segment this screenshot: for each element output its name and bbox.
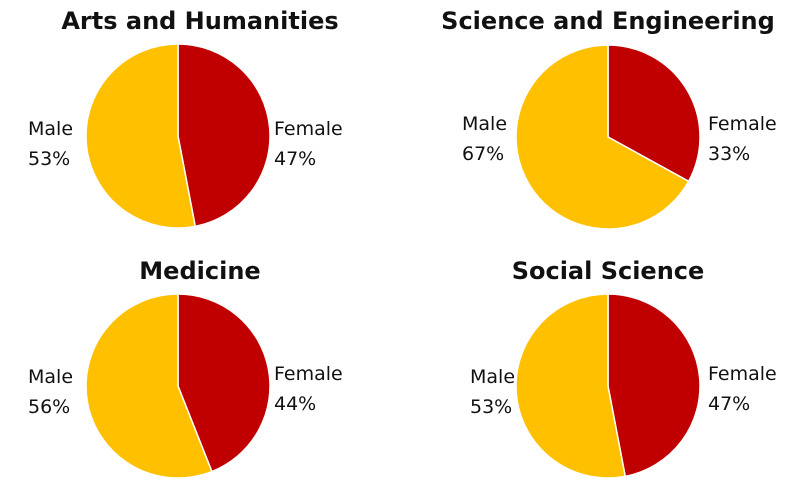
pie-chart (515, 293, 701, 479)
pie-chart (85, 43, 271, 229)
pie-panel-science-engineering: Science and Engineering Male 67% Female … (408, 0, 800, 246)
pie-slice-female (177, 293, 271, 473)
female-label: Female 47% (274, 114, 343, 174)
male-percent: 53% (470, 396, 513, 418)
chart-title: Science and Engineering (441, 7, 775, 35)
male-percent: 53% (28, 148, 71, 170)
male-name: Male (28, 118, 74, 140)
chart-title: Social Science (511, 257, 705, 285)
male-percent: 67% (462, 143, 505, 165)
pie-panel-medicine: Medicine Male 56% Female 44% (0, 250, 400, 496)
female-percent: 47% (708, 393, 751, 415)
female-name: Female (708, 363, 777, 385)
female-percent: 47% (274, 148, 317, 170)
chart-title: Medicine (139, 257, 261, 285)
female-percent: 33% (708, 143, 751, 165)
male-name: Male (462, 113, 508, 135)
pie-slice-male (85, 43, 197, 229)
female-label: Female 44% (274, 359, 343, 419)
pie-slice-female (607, 44, 701, 183)
chart-title: Arts and Humanities (61, 7, 339, 35)
male-label: Male 67% (462, 109, 507, 169)
male-label: Male 56% (28, 362, 73, 422)
female-label: Female 33% (708, 109, 777, 169)
male-name: Male (28, 366, 74, 388)
female-label: Female 47% (708, 359, 777, 419)
male-label: Male 53% (28, 114, 73, 174)
male-percent: 56% (28, 396, 71, 418)
male-name: Male (470, 366, 516, 388)
female-name: Female (708, 113, 777, 135)
female-name: Female (274, 363, 343, 385)
female-percent: 44% (274, 393, 317, 415)
pie-slice-female (177, 43, 271, 228)
pie-slice-male (85, 293, 213, 479)
pie-slice-male (515, 293, 627, 479)
male-label: Male 53% (470, 362, 515, 422)
pie-chart (85, 293, 271, 479)
female-name: Female (274, 118, 343, 140)
pie-panel-arts-humanities: Arts and Humanities Male 53% Female 47% (0, 0, 400, 246)
pie-slice-male (515, 44, 690, 230)
pie-chart (515, 44, 701, 230)
pie-slice-female (607, 293, 701, 478)
pie-panel-social-science: Social Science Male 53% Female 47% (408, 250, 800, 496)
